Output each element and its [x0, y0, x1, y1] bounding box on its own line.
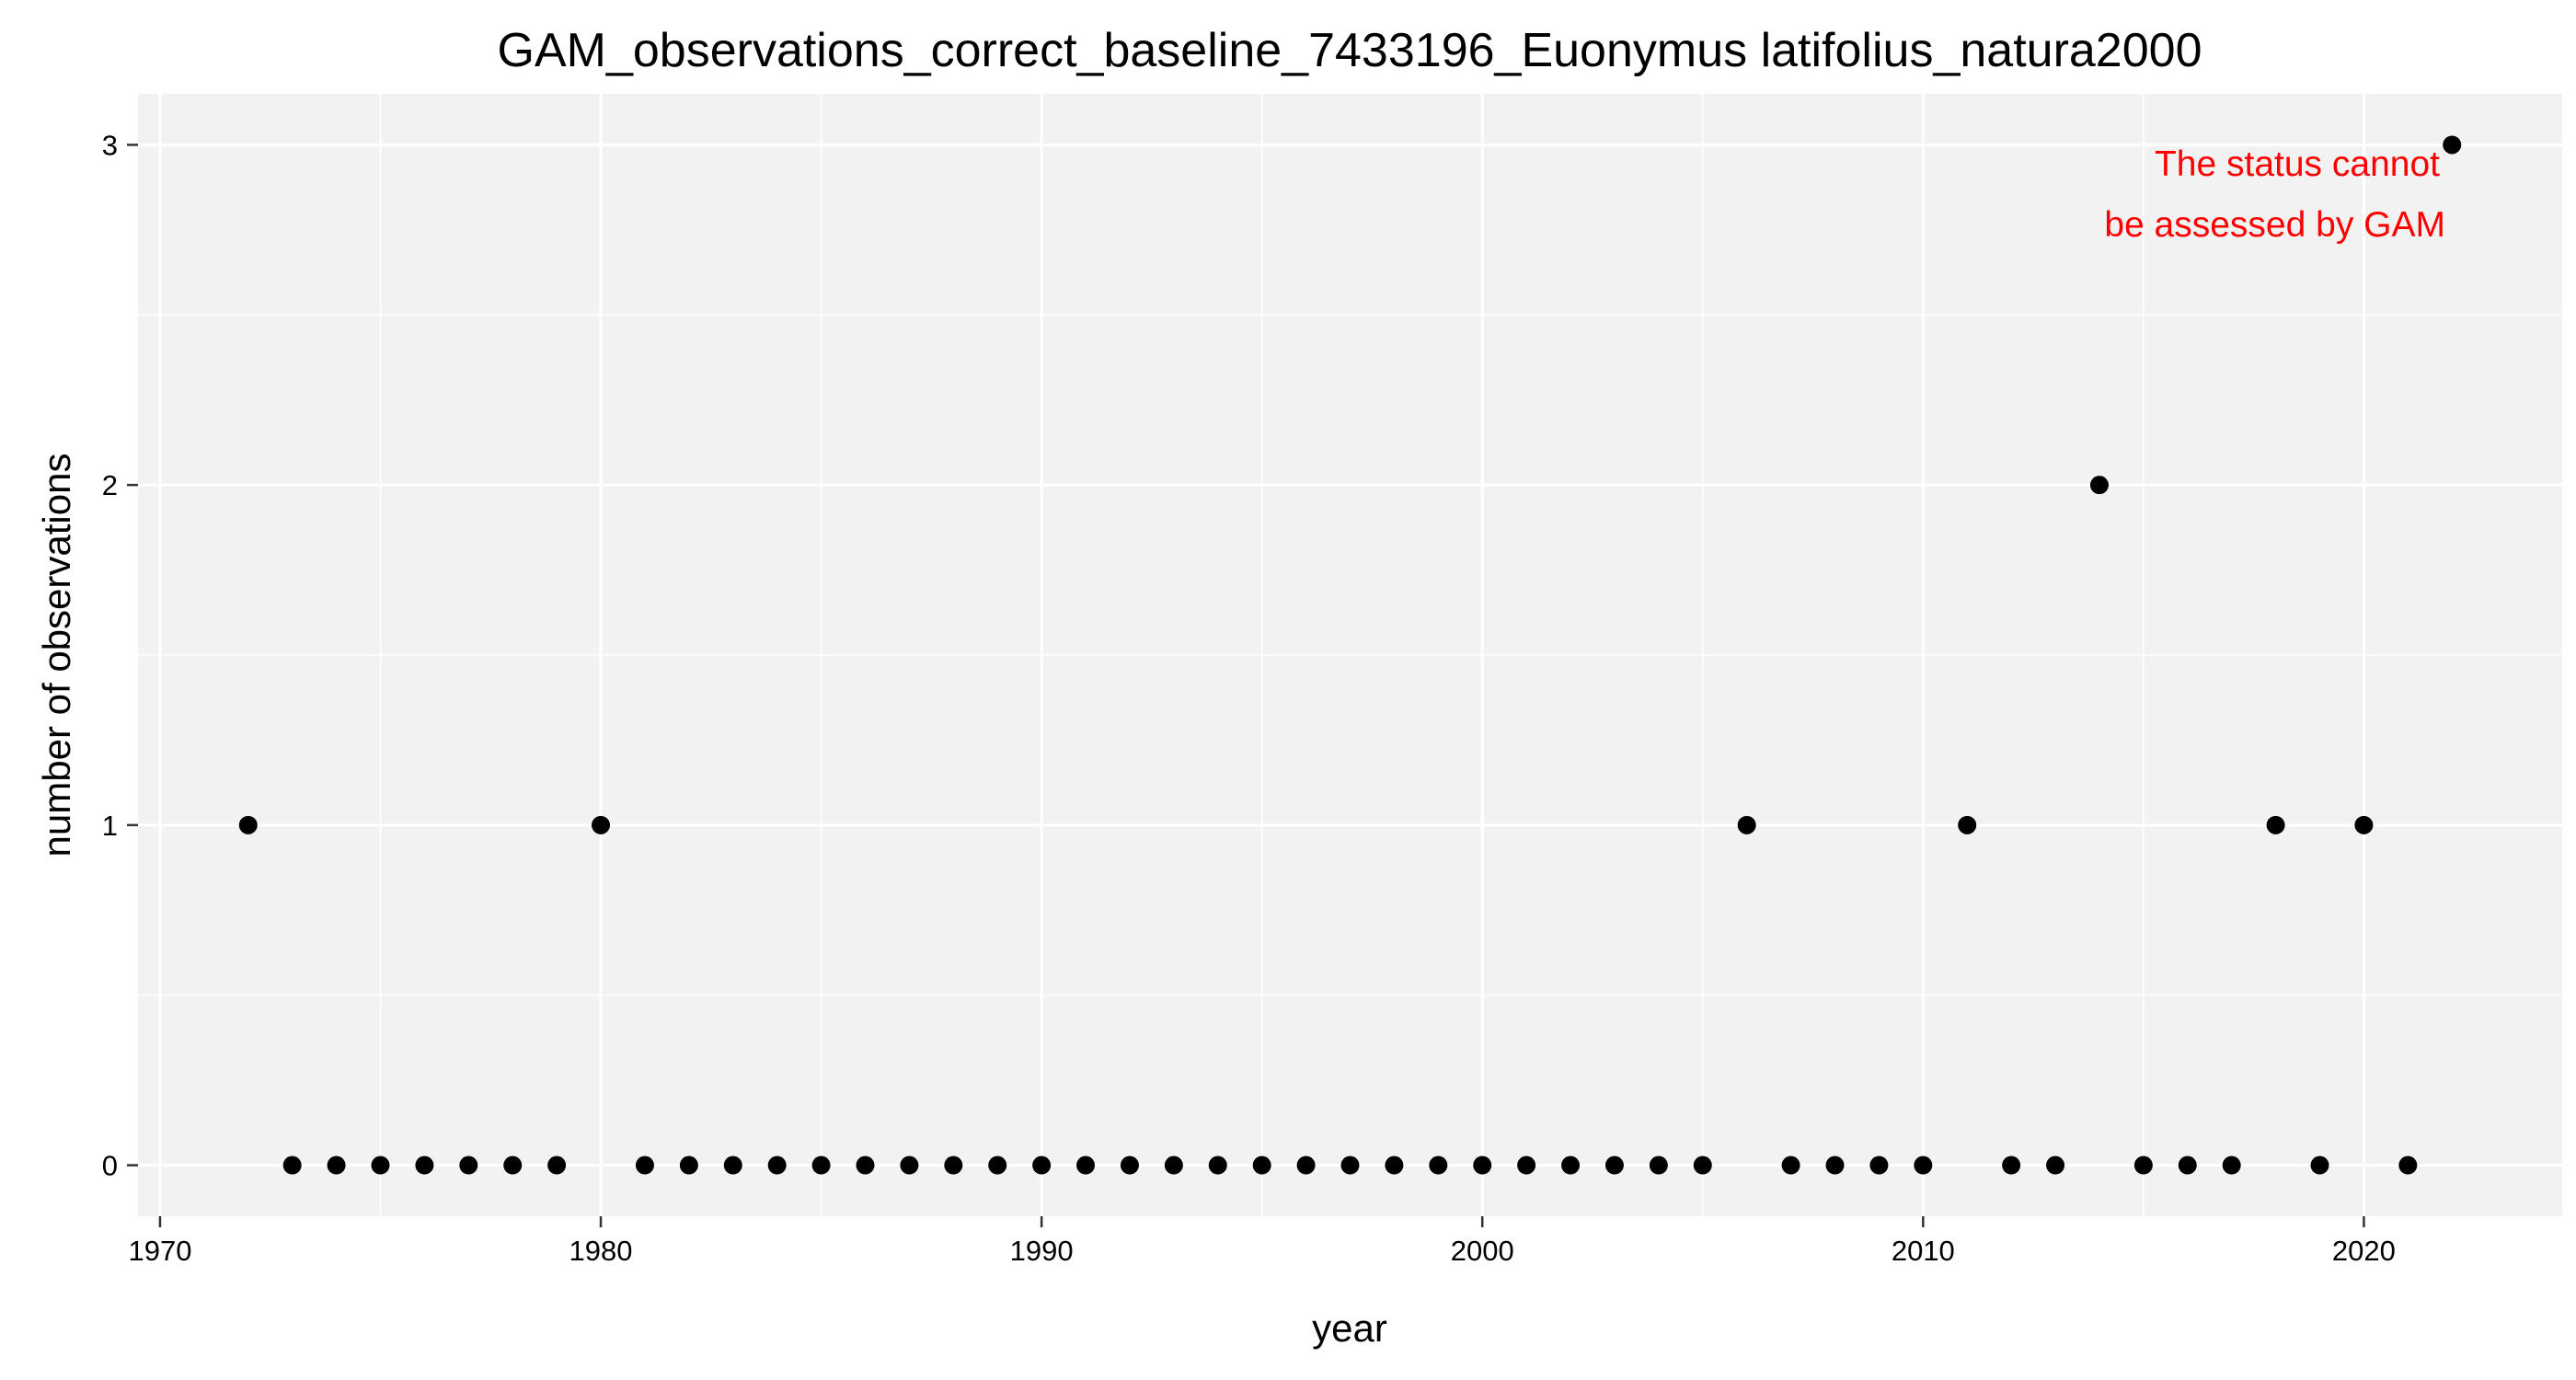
data-point [988, 1156, 1007, 1175]
data-point [679, 1156, 698, 1175]
data-point [1869, 1156, 1889, 1175]
x-axis: 1970 1980 1990 2000 2010 2020 [128, 1216, 2396, 1267]
data-point [2089, 476, 2109, 495]
data-point [503, 1156, 523, 1175]
data-point [1385, 1156, 1404, 1175]
data-point [592, 815, 611, 834]
data-point [635, 1156, 654, 1175]
data-point [1561, 1156, 1581, 1175]
data-point [2310, 1156, 2329, 1175]
y-tick-label: 1 [102, 810, 118, 842]
y-tick-label: 0 [102, 1150, 118, 1182]
data-point [1737, 815, 1756, 834]
data-point [811, 1156, 831, 1175]
x-tick-label: 1980 [569, 1235, 633, 1267]
annotation-line-2: be assessed by GAM [2104, 205, 2445, 245]
data-point [1649, 1156, 1668, 1175]
data-point [2133, 1156, 2153, 1175]
data-point [1693, 1156, 1712, 1175]
data-point [1914, 1156, 1933, 1175]
data-point [1517, 1156, 1536, 1175]
y-tick-label: 3 [102, 129, 118, 161]
data-point [327, 1156, 346, 1175]
data-point [1252, 1156, 1271, 1175]
x-tick-label: 2010 [1892, 1235, 1955, 1267]
data-point [2266, 815, 2285, 834]
data-point [238, 815, 258, 834]
data-point [2046, 1156, 2065, 1175]
annotation-line-1: The status cannot [2155, 144, 2440, 184]
data-point [1604, 1156, 1624, 1175]
data-point [1296, 1156, 1316, 1175]
data-point [1076, 1156, 1096, 1175]
data-point [2222, 1156, 2241, 1175]
data-point [1825, 1156, 1845, 1175]
minor-gridlines [138, 94, 2562, 1216]
data-point [2002, 1156, 2021, 1175]
data-point [1120, 1156, 1139, 1175]
data-point [767, 1156, 787, 1175]
data-point [1429, 1156, 1448, 1175]
data-point [547, 1156, 567, 1175]
data-point [900, 1156, 919, 1175]
x-axis-title: year [1312, 1306, 1387, 1350]
data-point [2398, 1156, 2418, 1175]
data-point [2178, 1156, 2197, 1175]
data-point [2443, 135, 2462, 155]
data-point [856, 1156, 875, 1175]
data-point [1340, 1156, 1360, 1175]
x-tick-label: 1990 [1010, 1235, 1074, 1267]
data-point [944, 1156, 963, 1175]
x-tick-label: 2020 [2332, 1235, 2396, 1267]
data-point [1781, 1156, 1800, 1175]
data-point [1032, 1156, 1052, 1175]
data-point [2354, 815, 2374, 834]
data-point [723, 1156, 742, 1175]
x-tick-label: 1970 [128, 1235, 191, 1267]
data-point [1958, 815, 1977, 834]
chart-title: GAM_observations_correct_baseline_743319… [498, 24, 2202, 77]
data-point [282, 1156, 302, 1175]
data-point [459, 1156, 478, 1175]
x-tick-label: 2000 [1451, 1235, 1514, 1267]
data-points [238, 135, 2462, 1175]
data-point [1208, 1156, 1227, 1175]
data-point [1473, 1156, 1492, 1175]
y-tick-label: 2 [102, 469, 118, 501]
data-point [371, 1156, 390, 1175]
y-axis-title: number of observations [35, 454, 78, 857]
y-axis: 0 1 2 3 [102, 129, 138, 1182]
data-point [1164, 1156, 1183, 1175]
data-point [415, 1156, 434, 1175]
